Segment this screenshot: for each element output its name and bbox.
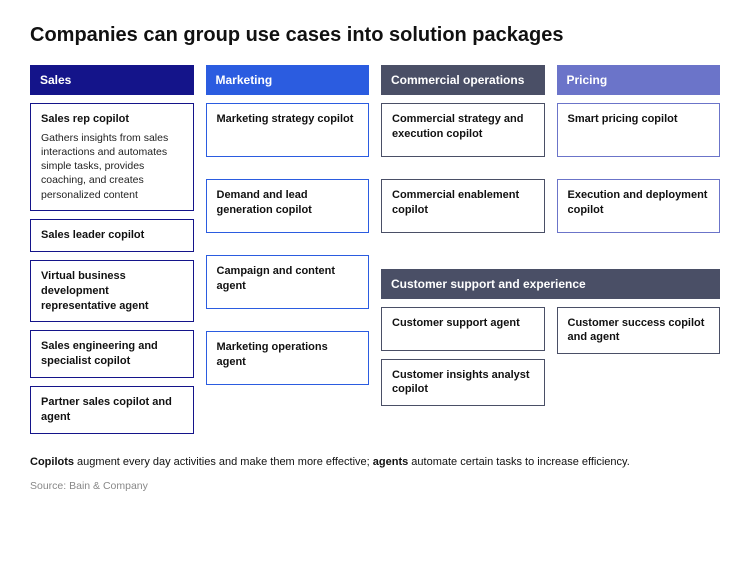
card-title: Customer success copilot and agent — [568, 316, 710, 346]
use-case-card: Sales rep copilot Gathers insights from s… — [30, 103, 194, 211]
use-case-card: Marketing strategy copilot — [206, 103, 370, 157]
use-case-card: Sales leader copilot — [30, 219, 194, 252]
card-title: Marketing strategy copilot — [217, 112, 359, 127]
use-case-card: Customer support agent — [381, 307, 545, 351]
source-line: Source: Bain & Company — [30, 480, 720, 492]
footnote-bold-1: Copilots — [30, 456, 74, 468]
customer-cards-grid: Customer support agent Customer insights … — [381, 307, 720, 415]
column-pricing: Pricing Smart pricing copilot Execution an… — [557, 65, 721, 269]
column-header: Marketing — [206, 65, 370, 95]
source-label: Source: — [30, 480, 69, 492]
footnote: Copilots augment every day activities an… — [30, 456, 720, 468]
use-case-card: Sales engineering and specialist copilot — [30, 330, 194, 378]
column-header: Sales — [30, 65, 194, 95]
use-case-card: Partner sales copilot and agent — [30, 386, 194, 434]
card-title: Customer insights analyst copilot — [392, 368, 534, 398]
card-title: Partner sales copilot and agent — [41, 395, 183, 425]
footnote-text-1: augment every day activities and make th… — [74, 456, 373, 468]
footnote-bold-2: agents — [373, 456, 408, 468]
card-title: Execution and deployment copilot — [568, 188, 710, 218]
source-value: Bain & Company — [69, 480, 148, 492]
card-title: Commercial enablement copilot — [392, 188, 534, 218]
column-header: Pricing — [557, 65, 721, 95]
use-case-card: Commercial strategy and execution copilo… — [381, 103, 545, 157]
customer-left-col: Customer support agent Customer insights … — [381, 307, 545, 415]
use-case-card: Customer insights analyst copilot — [381, 359, 545, 407]
use-case-card: Customer success copilot and agent — [557, 307, 721, 355]
card-title: Demand and lead generation copilot — [217, 188, 359, 218]
customer-right-col: Customer success copilot and agent — [557, 307, 721, 415]
column-header: Commercial operations — [381, 65, 545, 95]
card-title: Customer support agent — [392, 316, 534, 331]
use-case-card: Smart pricing copilot — [557, 103, 721, 157]
use-case-card: Campaign and content agent — [206, 255, 370, 309]
column-customer-support: Customer support and experience Customer … — [381, 269, 720, 442]
card-title: Sales rep copilot — [41, 112, 183, 127]
card-title: Virtual business development representat… — [41, 269, 183, 314]
column-header: Customer support and experience — [381, 269, 720, 299]
use-case-card: Demand and lead generation copilot — [206, 179, 370, 233]
column-sales: Sales Sales rep copilot Gathers insights f… — [30, 65, 194, 442]
use-case-card: Commercial enablement copilot — [381, 179, 545, 233]
use-case-card: Marketing operations agent — [206, 331, 370, 385]
footnote-text-2: automate certain tasks to increase effic… — [408, 456, 630, 468]
card-title: Sales engineering and specialist copilot — [41, 339, 183, 369]
page-title: Companies can group use cases into solut… — [30, 24, 720, 47]
card-title: Campaign and content agent — [217, 264, 359, 294]
column-marketing: Marketing Marketing strategy copilot Deman… — [206, 65, 370, 442]
column-commercial-operations: Commercial operations Commercial strategy… — [381, 65, 545, 269]
solution-grid: Sales Sales rep copilot Gathers insights f… — [30, 65, 720, 442]
use-case-card: Virtual business development representat… — [30, 260, 194, 323]
card-title: Commercial strategy and execution copilo… — [392, 112, 534, 142]
card-title: Marketing operations agent — [217, 340, 359, 370]
card-title: Smart pricing copilot — [568, 112, 710, 127]
use-case-card: Execution and deployment copilot — [557, 179, 721, 233]
card-description: Gathers insights from sales interactions… — [41, 131, 183, 202]
card-title: Sales leader copilot — [41, 228, 183, 243]
